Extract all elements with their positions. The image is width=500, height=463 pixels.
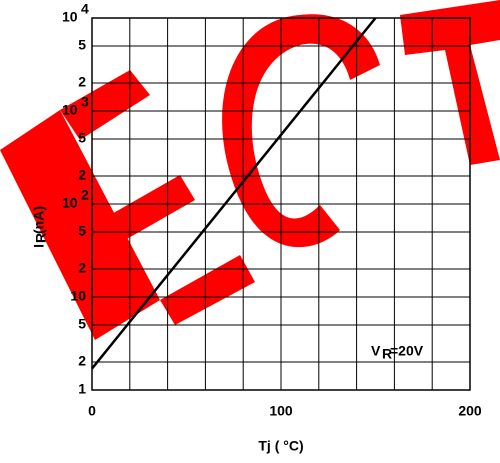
y-tick-exponent: 2 xyxy=(81,187,89,203)
x-tick-label: 100 xyxy=(269,403,293,419)
watermark xyxy=(0,0,500,340)
y-tick-label: 10 xyxy=(62,102,78,118)
y-tick-exponent: 3 xyxy=(81,94,89,110)
y-tick-label: 2 xyxy=(78,260,86,276)
y-tick-label: 10 xyxy=(70,288,86,304)
y-tick-label: 2 xyxy=(78,167,86,183)
y-tick-label: 2 xyxy=(78,353,86,369)
y-tick-label: 1 xyxy=(78,381,86,397)
y-tick-label: 5 xyxy=(78,316,86,332)
y-tick-label: 5 xyxy=(78,37,86,53)
y-axis-label-main: I xyxy=(31,244,47,248)
y-tick-label: 10 xyxy=(62,195,78,211)
annotation-rest: =20V xyxy=(390,343,424,359)
y-tick-label: 10 xyxy=(62,9,78,25)
plot-frame xyxy=(91,17,471,391)
annotation-sub: R xyxy=(382,346,392,362)
y-tick-exponent: 4 xyxy=(81,1,89,17)
y-tick-label: 5 xyxy=(78,130,86,146)
y-axis-label-unit: (nA) xyxy=(31,206,47,234)
data-line xyxy=(91,17,377,370)
y-tick-label: 2 xyxy=(78,74,86,90)
annotation-main: V xyxy=(371,343,381,359)
y-tick-label: 5 xyxy=(78,223,86,239)
x-axis-label: Tj ( °C) xyxy=(258,438,303,454)
y-axis-label: IR (nA) xyxy=(31,206,49,248)
x-tick-label: 0 xyxy=(88,403,96,419)
y-axis-label-sub: R xyxy=(33,233,49,243)
x-tick-label: 200 xyxy=(458,403,482,419)
